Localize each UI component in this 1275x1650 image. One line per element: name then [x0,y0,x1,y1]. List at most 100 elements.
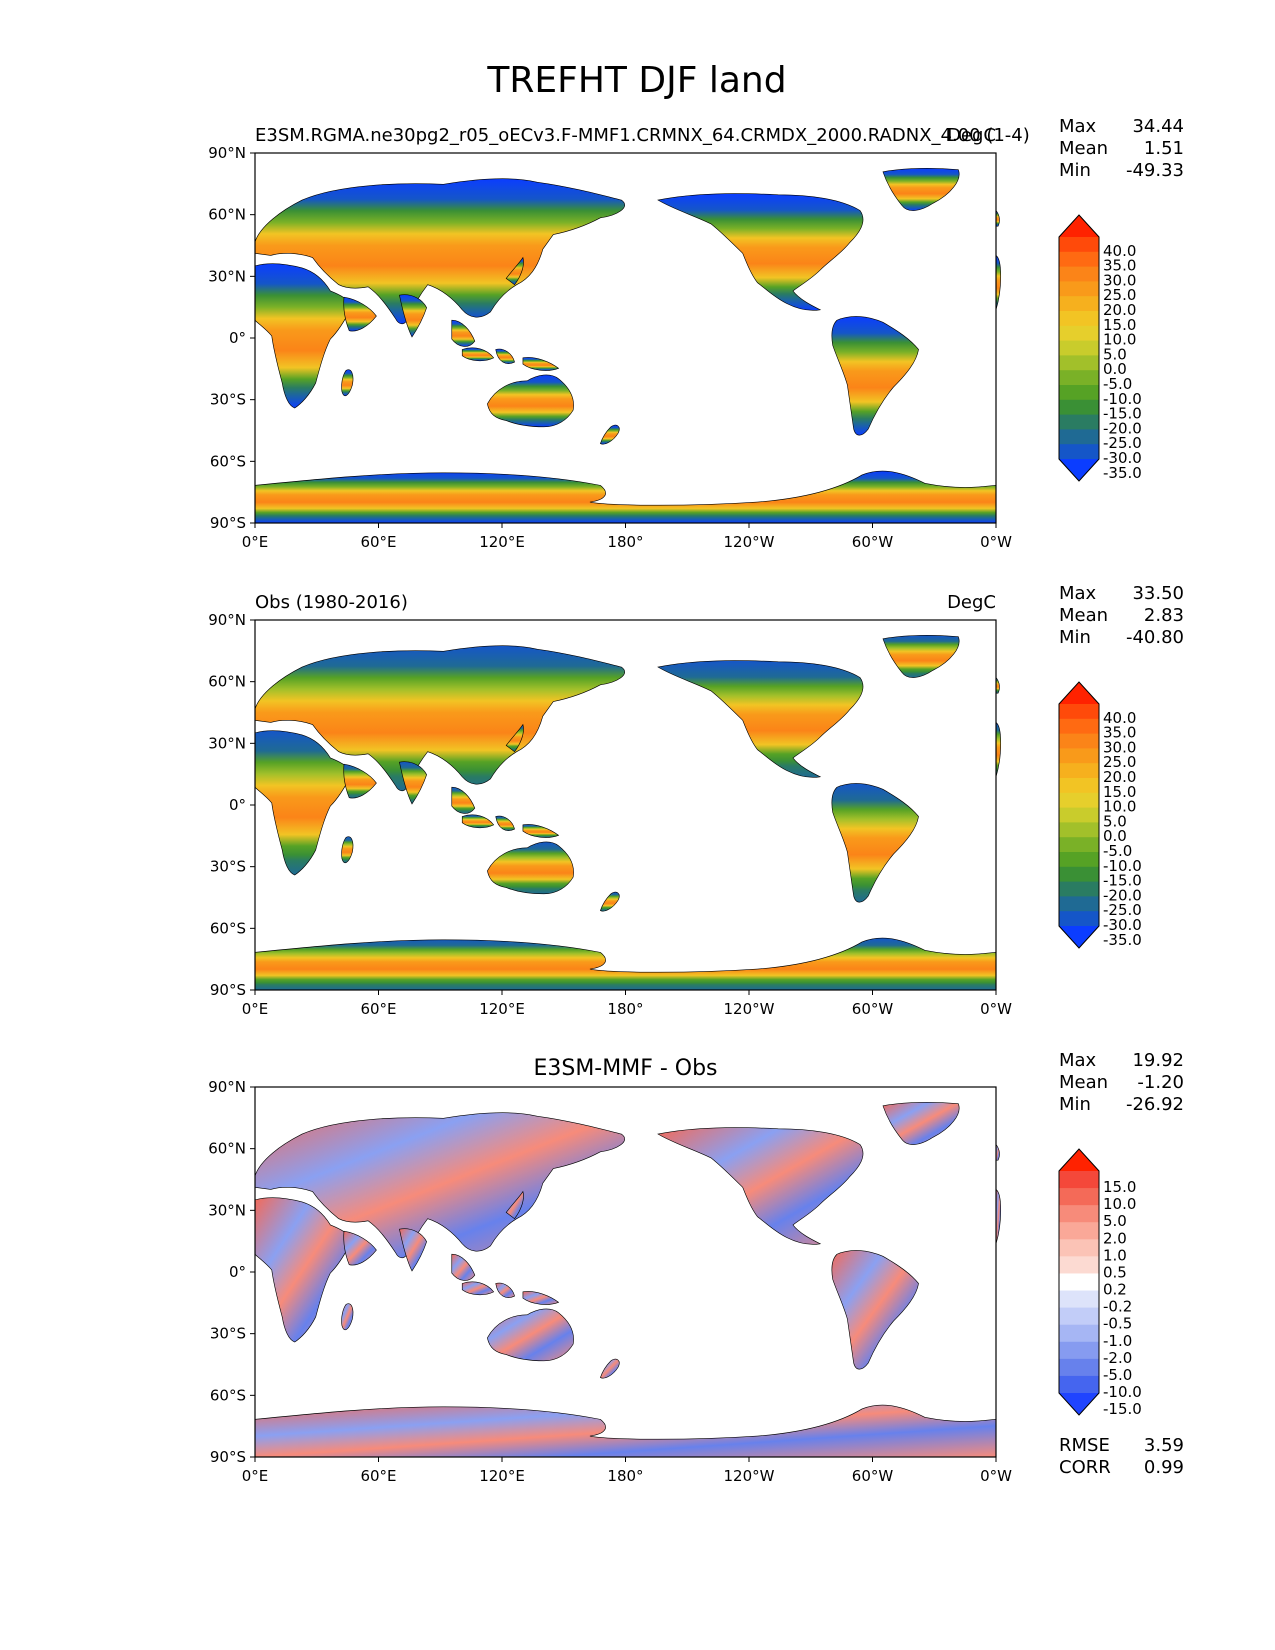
stat-label: Mean [1059,1072,1108,1093]
colorbar-tick-label: 2.0 [1103,1229,1127,1247]
y-tick-label: 60°S [210,919,246,937]
panel-title-left: E3SM.RGMA.ne30pg2_r05_oECv3.F-MMF1.CRMNX… [255,125,1030,146]
colorbar-tick-label: -20.0 [1103,886,1142,904]
y-tick-label: 0° [229,796,246,814]
colorbar-tick-label: 5.0 [1103,812,1127,830]
colorbar-segment [1059,414,1099,430]
stat-label: Min [1059,1094,1091,1115]
colorbar-extend-min [1059,1393,1099,1415]
colorbar-tick-label: -10.0 [1103,390,1142,408]
colorbar-tick-label: -5.0 [1103,1366,1132,1384]
colorbar-segment [1059,1307,1099,1326]
colorbar-tick-label: -10.0 [1103,857,1142,875]
stat-value: 0.99 [1144,1457,1184,1478]
land-field [254,634,1002,991]
colorbar-segment [1059,325,1099,342]
colorbar-tick-label: 35.0 [1103,257,1136,275]
x-tick-label: 60°W [852,1000,894,1018]
y-tick-label: 30°N [208,1201,246,1219]
colorbar-segment [1059,355,1099,371]
colorbar-extend-max [1059,1149,1099,1171]
colorbar-tick-label: 25.0 [1103,753,1136,771]
colorbar-tick-label: 30.0 [1103,738,1136,756]
colorbar-extend-max [1059,682,1099,704]
y-tick-label: 0° [229,329,246,347]
colorbar-segment [1059,1358,1099,1377]
colorbar-tick-label: 15.0 [1103,783,1136,801]
y-tick-label: 90°N [208,1078,246,1096]
x-tick-label: 180° [607,1000,643,1018]
colorbar-tick-label: 20.0 [1103,768,1136,786]
colorbar-tick-label: 0.2 [1103,1281,1127,1299]
colorbar-segment [1059,370,1099,386]
x-tick-label: 0°W [980,1000,1012,1018]
colorbar-segment [1059,429,1099,445]
colorbar-tick-label: 35.0 [1103,724,1136,742]
stat-label: RMSE [1059,1435,1110,1456]
x-tick-label: 60°W [852,533,894,551]
stat-value: 1.51 [1144,138,1184,159]
colorbar: 15.010.05.02.01.00.50.2-0.2-0.5-1.0-2.0-… [1058,1148,1142,1418]
x-tick-label: 0°E [242,533,269,551]
y-tick-label: 90°S [210,514,246,532]
x-tick-label: 120°E [479,1000,525,1018]
colorbar-extend-min [1059,926,1099,948]
colorbar-segment [1059,881,1099,897]
colorbar-tick-label: -10.0 [1103,1383,1142,1401]
x-tick-label: 60°E [360,1000,396,1018]
colorbar-segment [1059,837,1099,853]
y-tick-label: 0° [229,1263,246,1281]
colorbar-segment [1059,1375,1099,1394]
stat-value: 19.92 [1132,1050,1184,1071]
colorbar-segment [1059,1324,1099,1343]
colorbar-tick-label: -30.0 [1103,916,1142,934]
stat-value: 2.83 [1144,605,1184,626]
stat-label: Max [1059,583,1097,604]
colorbar-segment [1059,281,1099,297]
y-tick-label: 90°N [208,611,246,629]
y-tick-label: 30°S [210,391,246,409]
colorbar-segment [1059,1171,1099,1189]
colorbar-tick-label: 15.0 [1103,316,1136,334]
panel-title-left: Obs (1980-2016) [255,592,408,613]
colorbar-tick-label: 0.0 [1103,360,1127,378]
stat-value: -40.80 [1126,627,1184,648]
colorbar: 40.035.030.025.020.015.010.05.00.0-5.0-1… [1058,681,1142,949]
colorbar-tick-label: 20.0 [1103,301,1136,319]
x-tick-label: 0°E [242,1467,269,1485]
colorbar-segment [1059,399,1099,416]
stat-value: 3.59 [1144,1435,1184,1456]
colorbar-segment [1059,1188,1099,1206]
stat-value: 33.50 [1132,583,1184,604]
colorbar-segment [1059,911,1099,927]
colorbar-tick-label: 40.0 [1103,709,1136,727]
colorbar-segment [1059,1222,1099,1240]
colorbar-tick-label: 10.0 [1103,1195,1136,1213]
x-tick-label: 60°E [360,533,396,551]
colorbar-segment [1059,896,1099,912]
colorbar-outline [1058,1148,1100,1416]
colorbar-segment [1059,1205,1099,1223]
colorbar-tick-label: 0.5 [1103,1263,1127,1281]
colorbar-segment [1059,311,1099,327]
colorbar-segment [1059,251,1099,268]
y-tick-label: 30°S [210,858,246,876]
map-area [254,167,1002,524]
colorbar-extend-min [1059,459,1099,481]
colorbar-segment [1059,718,1099,735]
colorbar-segment [1059,866,1099,883]
y-tick-label: 60°N [208,1140,246,1158]
y-tick-label: 30°N [208,267,246,285]
colorbar-tick-label: -35.0 [1103,464,1142,482]
colorbar-segment [1059,852,1099,868]
panel-title-center: E3SM-MMF - Obs [533,1056,717,1081]
colorbar-segment [1059,704,1099,720]
x-tick-label: 120°E [479,533,525,551]
y-tick-label: 90°S [210,981,246,999]
colorbar-tick-label: -5.0 [1103,375,1132,393]
colorbar-tick-label: -5.0 [1103,842,1132,860]
x-tick-label: 180° [607,1467,643,1485]
panel-units: DegC [947,592,996,613]
colorbar-tick-label: 5.0 [1103,1212,1127,1230]
colorbar-segment [1059,778,1099,794]
